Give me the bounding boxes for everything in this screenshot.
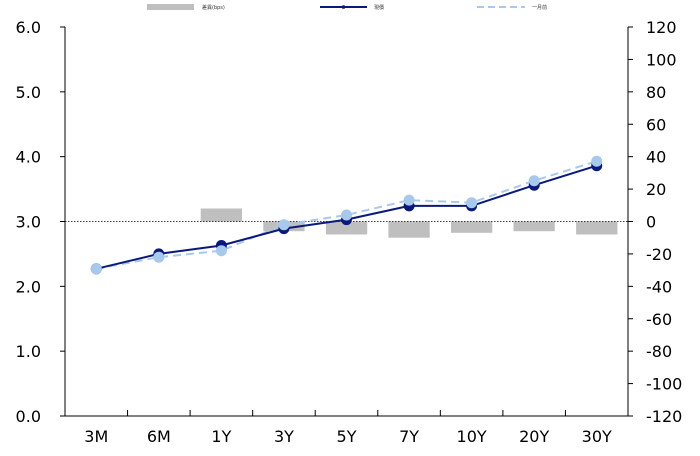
legend: 差異(bps) 現價 一月前	[147, 4, 547, 11]
x-tick-label-10Y: 10Y	[457, 427, 487, 446]
right-tick-label: 20	[646, 180, 666, 199]
point-一月前-5Y	[341, 209, 352, 221]
legend-label-差異(bps): 差異(bps)	[202, 4, 225, 11]
legend-swatch-marker-現價	[341, 5, 346, 9]
x-tick-label-3Y: 3Y	[274, 427, 294, 446]
bar-5Y	[325, 221, 368, 235]
right-tick-label: 80	[646, 83, 666, 102]
line-markers	[90, 155, 603, 275]
axes	[60, 26, 633, 417]
x-tick-label-3M: 3M	[84, 427, 108, 446]
x-tick-label-5Y: 5Y	[337, 427, 357, 446]
bar-1Y	[200, 208, 242, 222]
line-一月前	[96, 160, 597, 270]
bar-10Y	[451, 221, 493, 233]
x-tick-label-20Y: 20Y	[519, 427, 549, 446]
right-tick-label: 0	[646, 213, 656, 232]
x-tick-label-7Y: 7Y	[399, 427, 419, 446]
point-一月前-3M	[90, 263, 102, 275]
right-tick-label: -100	[646, 375, 682, 394]
right-tick-label: -80	[646, 342, 672, 361]
legend-swatch-差異(bps)	[147, 4, 194, 10]
right-tick-label: 40	[646, 148, 666, 167]
point-一月前-30Y	[591, 155, 603, 167]
right-tick-label: 60	[646, 115, 666, 134]
legend-label-現價: 現價	[374, 4, 384, 11]
bar-7Y	[388, 221, 430, 238]
left-tick-label: 6.0	[16, 18, 41, 37]
point-一月前-3Y	[278, 219, 290, 231]
point-一月前-1Y	[215, 245, 227, 257]
right-tick-label: 100	[646, 50, 677, 69]
right-tick-label: -20	[646, 245, 672, 264]
bar-20Y	[513, 221, 555, 232]
left-tick-label: 4.0	[16, 148, 41, 167]
bar-30Y	[576, 221, 618, 235]
left-tick-label: 5.0	[16, 83, 41, 102]
x-tick-label-30Y: 30Y	[582, 427, 612, 446]
right-tick-label: 120	[646, 18, 677, 37]
left-tick-label: 3.0	[16, 213, 41, 232]
x-tick-label-6M: 6M	[147, 427, 171, 446]
point-一月前-10Y	[466, 197, 478, 209]
left-tick-label: 1.0	[16, 342, 41, 361]
x-tick-label-1Y: 1Y	[211, 427, 231, 446]
tick-labels: 0.0 1.0 2.0 3.0 4.0 5.0 6.0 -120 -100 -80 -60 -40 -2…	[16, 18, 683, 446]
legend-label-一月前: 一月前	[532, 4, 547, 11]
point-一月前-7Y	[403, 194, 415, 206]
point-一月前-20Y	[528, 175, 540, 187]
point-一月前-6M	[153, 251, 165, 263]
right-tick-label: -40	[646, 277, 672, 296]
left-tick-label: 0.0	[16, 407, 41, 426]
right-tick-label: -120	[646, 407, 682, 426]
right-tick-label: -60	[646, 310, 672, 329]
left-tick-label: 2.0	[16, 277, 41, 296]
